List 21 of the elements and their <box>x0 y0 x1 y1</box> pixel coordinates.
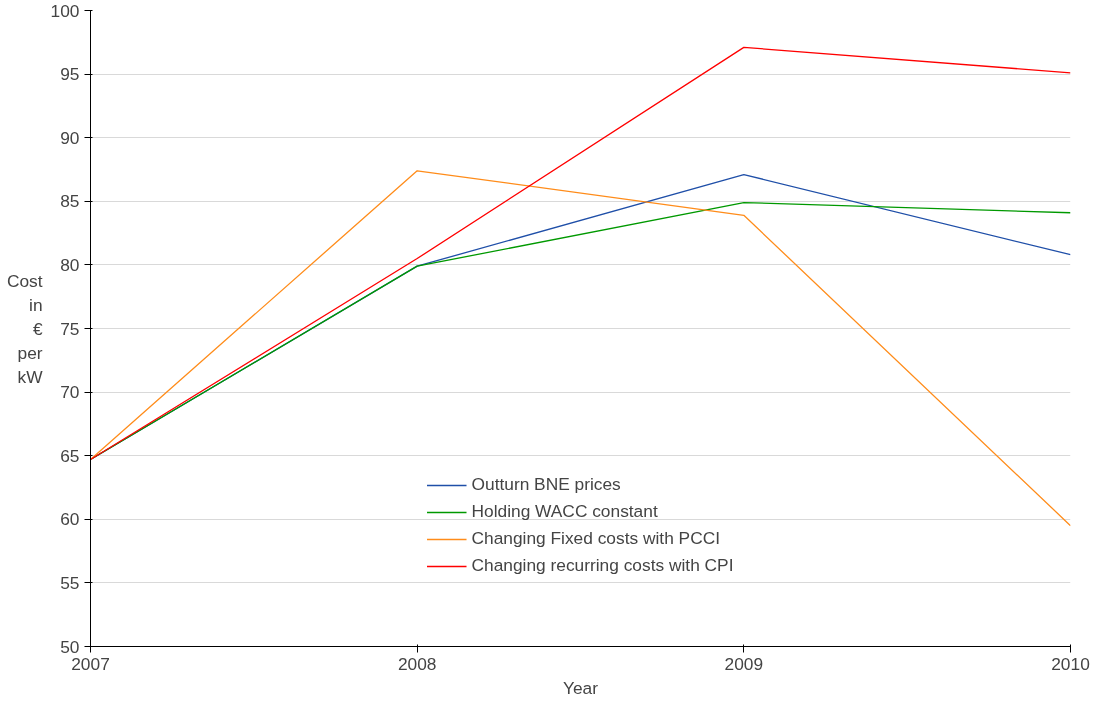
y-tick-label: 60 <box>60 509 80 530</box>
legend-label: Changing Fixed costs with PCCI <box>471 528 720 549</box>
y-tick-label: 65 <box>60 445 80 466</box>
line-series <box>90 46 1071 461</box>
y-tick-label: 90 <box>60 127 80 148</box>
y-axis-title: Cost in € per kW <box>6 270 44 387</box>
y-tick-label: 75 <box>60 318 80 339</box>
legend-label: Outturn BNE prices <box>471 474 621 495</box>
x-axis-title: Year <box>562 677 599 698</box>
x-tick-label: 2008 <box>397 653 437 674</box>
line-series <box>90 170 1071 527</box>
x-tick-label: 2009 <box>724 653 764 674</box>
legend-label: Changing recurring costs with CPI <box>471 555 734 576</box>
y-tick-label: 100 <box>50 0 80 21</box>
legend-label: Holding WACC constant <box>471 501 658 522</box>
y-tick-label: 80 <box>60 254 80 275</box>
y-tick-label: 85 <box>60 191 80 212</box>
y-tick-label: 55 <box>60 572 80 593</box>
y-tick-label: 95 <box>60 64 80 85</box>
x-tick-label: 2010 <box>1051 653 1090 674</box>
y-tick-label: 70 <box>60 382 80 403</box>
